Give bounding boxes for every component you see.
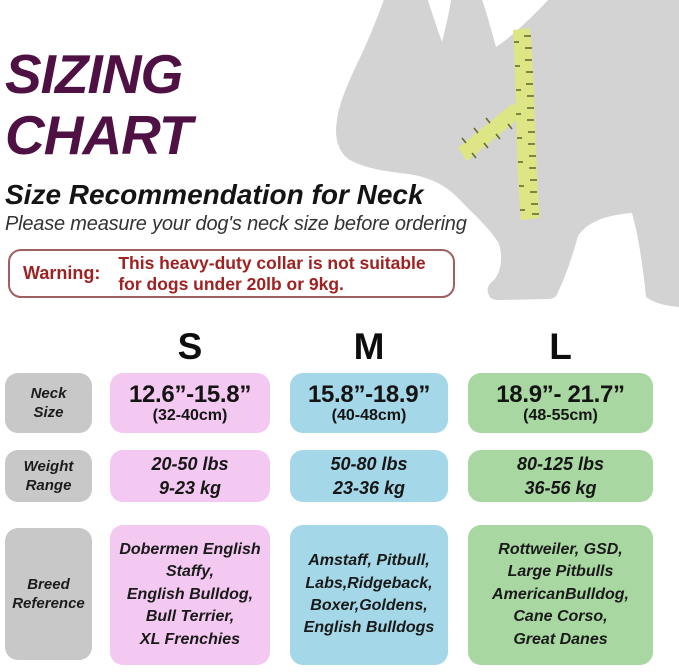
page-title-line2: CHART [5,104,192,166]
warning-box: Warning: This heavy-duty collar is not s… [8,249,455,298]
row-label-neck-size: Neck Size [5,373,92,433]
neck-size-l-inches: 18.9”- 21.7” [496,380,625,408]
weight-range-cell-l: 80-125 lbs 36-56 kg [468,450,653,502]
weight-range-cell-m: 50-80 lbs 23-36 kg [290,450,448,502]
neck-size-m-inches: 15.8”-18.9” [307,380,431,408]
breed-list-m: Amstaff, Pitbull, Labs,Ridgeback, Boxer,… [303,552,435,637]
breed-reference-cell-l: Rottweiler, GSD, Large Pitbulls American… [468,525,653,665]
row-label-neck-size-text: Neck Size [30,384,67,422]
row-label-breed-reference-text: Breed Reference [12,575,85,613]
warning-text: This heavy-duty collar is not suitable f… [118,252,426,294]
dog-with-measuring-tape-illustration [336,0,679,307]
weight-range-m-text: 50-80 lbs 23-36 kg [330,453,408,498]
neck-size-s-cm: (32-40cm) [152,406,228,424]
dog-silhouette [336,0,679,307]
page-title: SIZING CHART [5,43,192,166]
column-header-l: L [549,326,572,367]
subtitle: Size Recommendation for Neck [5,179,424,210]
breed-reference-cell-m: Amstaff, Pitbull, Labs,Ridgeback, Boxer,… [290,525,448,665]
measuring-tape-strip [513,28,540,220]
breed-list-s: Dobermen English Staffy, English Bulldog… [119,541,261,648]
row-label-breed-reference: Breed Reference [5,528,92,660]
neck-size-l-cm: (48-55cm) [523,406,598,424]
neck-size-cell-l: 18.9”- 21.7” (48-55cm) [468,373,653,433]
measure-note: Please measure your dog's neck size befo… [5,213,467,235]
breed-list-l: Rottweiler, GSD, Large Pitbulls American… [492,541,629,648]
measuring-tape-ticks [461,35,539,215]
neck-size-m-cm: (40-48cm) [331,406,407,424]
neck-size-cell-m: 15.8”-18.9” (40-48cm) [290,373,448,433]
row-label-weight-range-text: Weight Range [23,457,74,495]
weight-range-s-text: 20-50 lbs 9-23 kg [151,453,229,498]
weight-range-cell-s: 20-50 lbs 9-23 kg [110,450,270,502]
weight-range-l-text: 80-125 lbs 36-56 kg [516,453,605,498]
column-header-s: S [177,326,203,367]
warning-label: Warning: [23,263,101,283]
neck-size-cell-s: 12.6”-15.8” (32-40cm) [110,373,270,433]
row-label-weight-range: Weight Range [5,450,92,502]
neck-size-s-inches: 12.6”-15.8” [128,380,252,408]
breed-reference-cell-s: Dobermen English Staffy, English Bulldog… [110,525,270,665]
page-title-line1: SIZING [5,43,183,105]
column-header-m: M [353,326,385,367]
measuring-tape-end [458,103,522,161]
